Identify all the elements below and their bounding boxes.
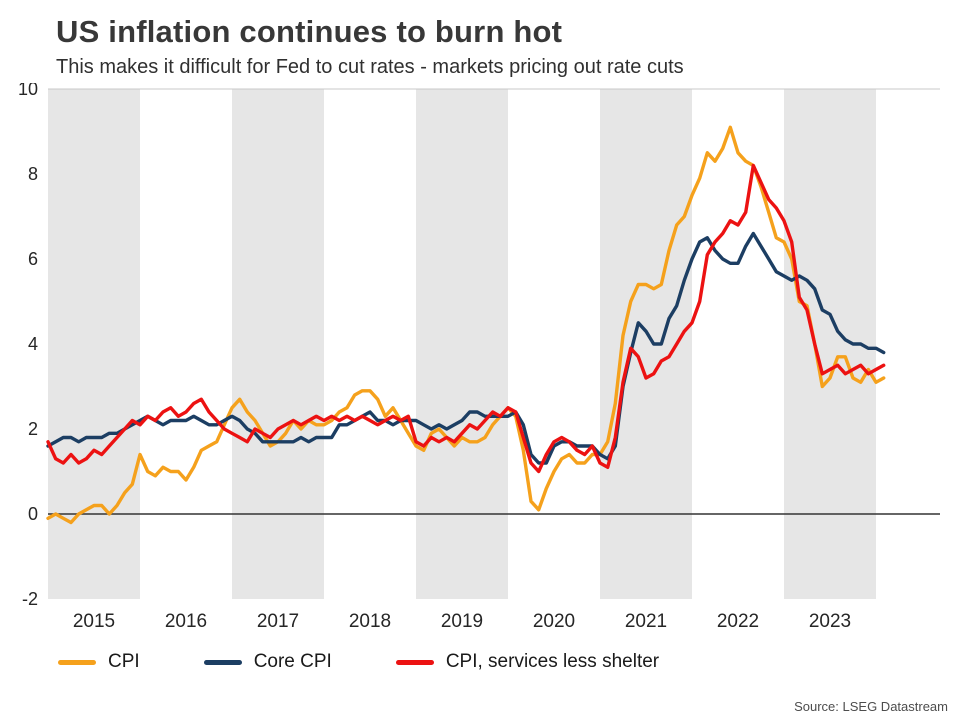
cpi-swatch-icon bbox=[58, 659, 96, 665]
inflation-line-chart: -2 0 2 4 6 8 10 2015 2016 2017 2018 2019 2020 2021 202… bbox=[18, 83, 940, 632]
cpi-services-less-shelter-line bbox=[46, 163, 886, 474]
x-tick-label-2023: 2023 bbox=[809, 611, 851, 632]
chart-legend: CPI Core CPI CPI, services less shelter bbox=[58, 645, 960, 679]
x-tick-label-2021: 2021 bbox=[625, 611, 667, 632]
year-band-2017 bbox=[232, 89, 324, 599]
y-tick-label: 4 bbox=[28, 334, 38, 354]
core-cpi-line bbox=[46, 231, 886, 465]
x-tick-label-2016: 2016 bbox=[165, 611, 207, 632]
x-tick-label-2018: 2018 bbox=[349, 611, 391, 632]
y-tick-label: 6 bbox=[28, 249, 38, 269]
x-tick-label-2017: 2017 bbox=[257, 611, 299, 632]
chart-title: US inflation continues to burn hot bbox=[56, 14, 563, 49]
source-attribution: Source: LSEG Datastream bbox=[794, 699, 948, 714]
legend-label-services: CPI, services less shelter bbox=[445, 651, 660, 672]
x-tick-label-2022: 2022 bbox=[717, 611, 759, 632]
legend-item-core-cpi: Core CPI bbox=[203, 651, 332, 673]
core-cpi-swatch-icon bbox=[203, 659, 242, 665]
chart-header: US inflation continues to burn hot This … bbox=[0, 0, 960, 79]
legend-label-cpi: CPI bbox=[108, 651, 140, 672]
chart-subtitle: This makes it difficult for Fed to cut r… bbox=[56, 56, 684, 78]
y-tick-label: 8 bbox=[28, 164, 38, 184]
y-tick-label: -2 bbox=[22, 589, 38, 609]
y-tick-label: 0 bbox=[28, 504, 38, 524]
cpi-line bbox=[46, 125, 886, 525]
x-tick-label-2015: 2015 bbox=[73, 611, 115, 632]
year-band-2015 bbox=[48, 89, 140, 599]
y-tick-label: 10 bbox=[18, 83, 38, 99]
y-tick-label: 2 bbox=[28, 419, 38, 439]
services-swatch-icon bbox=[395, 659, 434, 665]
year-band-2019 bbox=[416, 89, 508, 599]
x-tick-label-2019: 2019 bbox=[441, 611, 483, 632]
legend-item-services: CPI, services less shelter bbox=[395, 651, 660, 673]
legend-label-core-cpi: Core CPI bbox=[253, 651, 332, 672]
x-tick-label-2020: 2020 bbox=[533, 611, 575, 632]
legend-item-cpi: CPI bbox=[58, 651, 140, 673]
